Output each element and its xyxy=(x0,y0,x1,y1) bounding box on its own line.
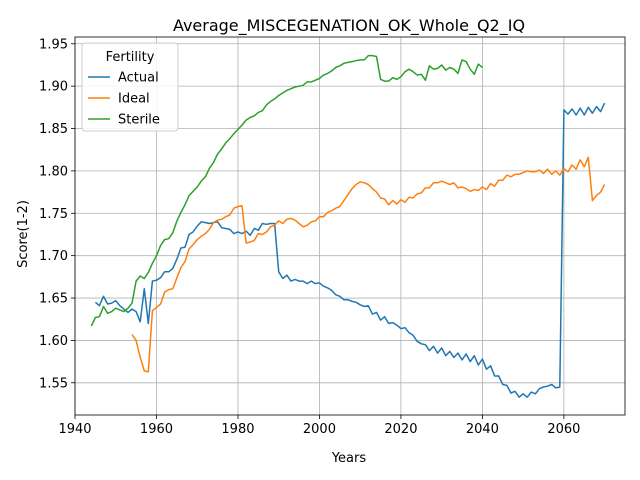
x-tick-label: 2000 xyxy=(303,422,336,437)
x-tick-label: 2020 xyxy=(384,422,417,437)
x-tick-label: 1940 xyxy=(58,422,91,437)
y-tick-label: 1.70 xyxy=(39,249,68,264)
y-tick-label: 1.55 xyxy=(39,376,68,391)
series-line-actual xyxy=(94,102,606,398)
plot-frame xyxy=(74,36,626,416)
x-tick-label: 2040 xyxy=(466,422,499,437)
grid-lines xyxy=(74,37,625,415)
x-axis-label: Years xyxy=(331,451,367,466)
legend-label-actual: Actual xyxy=(118,71,159,86)
legend-title: Fertility xyxy=(106,50,155,65)
series-line-ideal xyxy=(131,156,606,373)
x-tick-label: 1960 xyxy=(140,422,173,437)
y-axis-label: Score(1-2) xyxy=(16,200,31,268)
chart-title: Average_MISCEGENATION_OK_Whole_Q2_IQ xyxy=(173,16,525,36)
legend-label-sterile: Sterile xyxy=(118,113,160,128)
axis-ticks: 1940 1960 1980 2000 2020 2040 2060 1.55 1.60 1.65… xyxy=(39,37,580,437)
legend-label-ideal: Ideal xyxy=(118,92,150,107)
y-tick-label: 1.90 xyxy=(39,80,68,95)
legend: Fertility Actual Ideal Sterile xyxy=(81,42,179,132)
y-tick-label: 1.75 xyxy=(39,207,68,222)
y-tick-label: 1.60 xyxy=(39,334,68,349)
y-tick-label: 1.95 xyxy=(39,37,68,52)
y-tick-label: 1.85 xyxy=(39,122,68,137)
x-tick-label: 2060 xyxy=(547,422,580,437)
series-lines xyxy=(90,54,606,398)
series-line-sterile xyxy=(90,54,483,327)
x-tick-label: 1980 xyxy=(221,422,254,437)
y-tick-label: 1.65 xyxy=(39,292,68,307)
y-tick-label: 1.80 xyxy=(39,164,68,179)
legend-box xyxy=(81,42,179,132)
